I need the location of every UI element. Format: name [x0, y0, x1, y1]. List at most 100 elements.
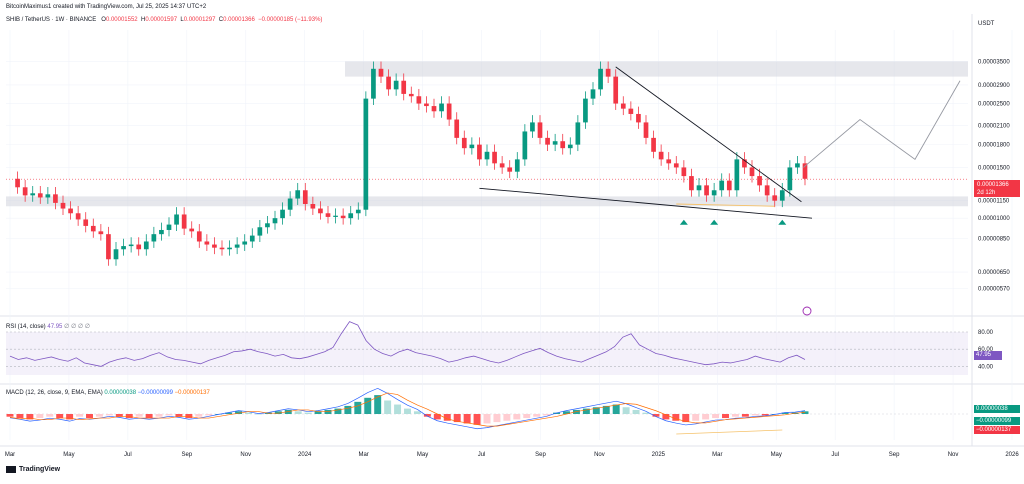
price-tick-label: 0.00000650: [978, 270, 1010, 276]
macd-histogram-bar: [185, 414, 193, 419]
time-tick-label: Nov: [240, 452, 251, 458]
lightning-icon: [802, 306, 812, 316]
support-zone: [6, 196, 968, 207]
resistance-zone: [345, 61, 968, 77]
macd-histogram-bar: [205, 414, 213, 416]
macd-histogram-bar: [612, 404, 620, 414]
candle-body: [249, 235, 255, 242]
rsi-band: [6, 332, 968, 375]
rsi-tick-label: 60.00: [978, 347, 994, 353]
macd-histogram-bar: [145, 414, 153, 419]
macd-divergence-line: [676, 429, 783, 435]
macd-histogram-bar: [304, 412, 312, 414]
macd-histogram-bar: [702, 414, 710, 420]
macd-histogram-bar: [284, 409, 292, 414]
price-tick-label: 0.00002100: [978, 123, 1010, 129]
macd-histogram-bar: [692, 414, 700, 421]
time-tick-label: Sep: [535, 452, 546, 458]
candle-body: [196, 231, 202, 242]
candle-body: [545, 137, 550, 145]
candle-body: [15, 178, 20, 188]
time-tick-label: 2026: [1005, 452, 1019, 458]
high-value: 0.00001597: [145, 17, 178, 23]
rsi-title: RSI (14, close): [6, 324, 46, 330]
time-tick-label: May: [771, 452, 782, 458]
candle-body: [143, 241, 149, 250]
macd-histogram-bar: [781, 412, 789, 414]
time-tick-label: Nov: [594, 452, 605, 458]
macd-histogram-bar: [334, 408, 342, 414]
rsi-legend[interactable]: RSI (14, close) 47.95 ∅ ∅ ∅ ∅: [6, 323, 90, 330]
candles-group: [15, 61, 808, 266]
macd-badge-1: 0.00000038: [974, 405, 1020, 413]
triangle-marker: [778, 219, 787, 225]
candle-body: [742, 159, 747, 168]
time-tick-label: 2024: [298, 452, 312, 458]
macd-histogram-bar: [523, 414, 531, 419]
candle-body: [567, 144, 573, 149]
candle-body: [499, 163, 505, 168]
candle-body: [416, 96, 422, 104]
candle-body: [779, 190, 785, 201]
candle-body: [469, 144, 475, 149]
candle-body: [757, 176, 762, 186]
candle-body: [560, 141, 566, 149]
macd-pane: [6, 387, 968, 435]
macd-histogram-bar: [453, 414, 461, 423]
candle-body: [424, 103, 429, 107]
macd-histogram-bar: [423, 414, 431, 417]
symbol-title[interactable]: SHIB / TetherUS · 1W · BINANCE: [6, 17, 97, 23]
candle-body: [113, 249, 119, 260]
candle-body: [280, 209, 285, 219]
candle-body: [371, 68, 376, 99]
candle-body: [174, 214, 179, 225]
macd-histogram-bar: [314, 411, 322, 414]
candle-body: [620, 103, 626, 109]
macd-histogram-bar: [751, 414, 759, 416]
macd-histogram-bar: [563, 411, 570, 414]
macd-title: MACD (12, 26, close, 9, EMA, EMA): [6, 390, 103, 396]
candle-body: [30, 193, 36, 196]
trendlines-group: [479, 66, 961, 316]
price-tick-label: 0.00001150: [978, 199, 1010, 205]
candle-body: [439, 103, 444, 112]
price-tick-label: 0.00002900: [978, 83, 1010, 89]
price-tick-label: 0.00000570: [978, 286, 1010, 292]
macd-histogram-bar: [394, 404, 402, 414]
candle-body: [734, 159, 740, 191]
candle-countdown: 2d 12h: [977, 190, 996, 196]
macd-v3: −0.00000137: [174, 390, 210, 396]
macd-histogram-bar: [66, 414, 74, 420]
candle-body: [37, 193, 43, 198]
candle-body: [159, 229, 164, 235]
candle-body: [287, 198, 293, 210]
signal-line: [9, 392, 806, 427]
macd-histogram-bar: [135, 414, 143, 417]
candle-body: [204, 241, 210, 245]
candle-body: [711, 190, 717, 196]
rsi-extras: ∅ ∅ ∅ ∅: [64, 324, 90, 330]
candle-body: [575, 122, 581, 145]
macd-legend[interactable]: MACD (12, 26, close, 9, EMA, EMA) 0.0000…: [6, 390, 210, 396]
candle-body: [431, 106, 437, 112]
candle-body: [590, 89, 596, 99]
candle-body: [689, 176, 694, 191]
candle-body: [242, 241, 248, 245]
candle-body: [340, 215, 346, 219]
currency-label[interactable]: USDT: [978, 21, 995, 27]
tradingview-logo[interactable]: TradingView: [6, 466, 60, 473]
macd-histogram-bar: [86, 414, 93, 419]
projection-path: [803, 80, 961, 168]
candle-body: [151, 234, 157, 242]
current-price-badge: 0.00001366 2d 12h: [974, 180, 1020, 197]
macd-histogram-bar: [592, 407, 600, 414]
ohlc-legend: SHIB / TetherUS · 1W · BINANCE O0.000015…: [6, 17, 323, 23]
candle-body: [719, 180, 725, 191]
macd-histogram-bar: [105, 414, 113, 416]
candle-body: [696, 185, 702, 191]
candle-body: [726, 180, 732, 191]
macd-histogram-bar: [642, 412, 650, 414]
candle-body: [651, 137, 656, 152]
macd-histogram-bar: [672, 414, 680, 421]
